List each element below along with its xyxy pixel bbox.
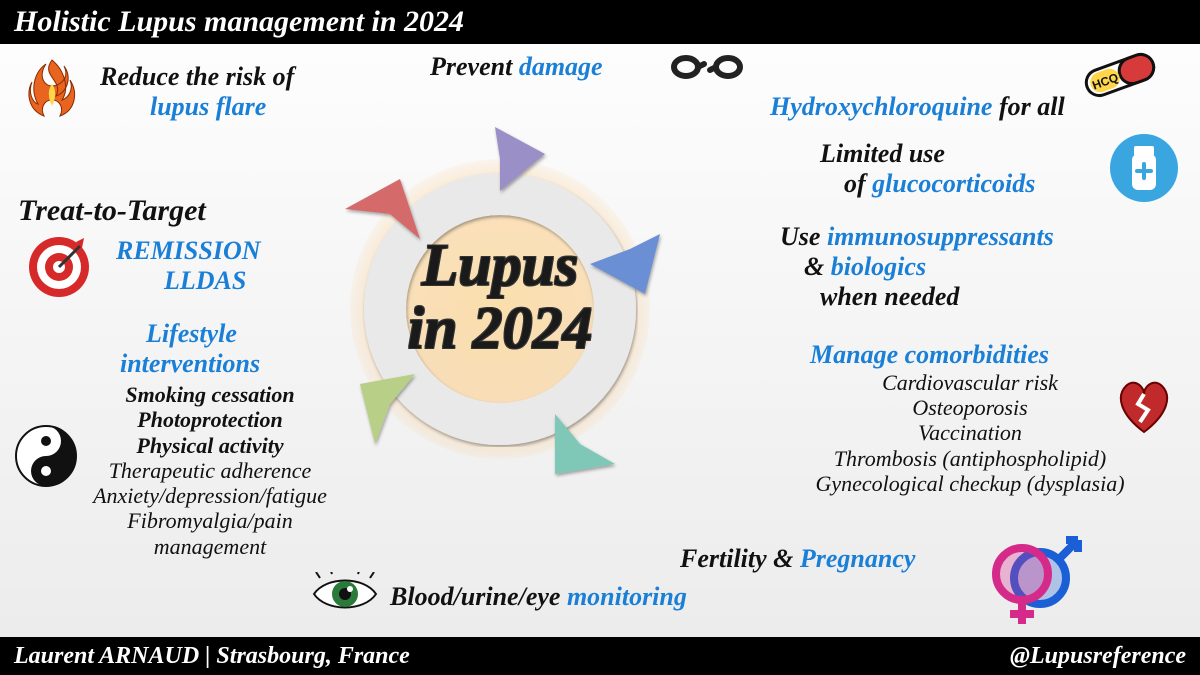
t2t-title: Treat-to-Target [18,194,206,229]
t2t-lines: REMISSION LLDAS [116,236,261,296]
life-n3: Fibromyalgia/pain management [70,508,350,559]
comorb-title: Manage comorbidities [790,340,1150,370]
target-icon [26,234,92,300]
immuno-amp: & [804,252,831,281]
immuno-em2: biologics [831,252,926,281]
comorb-l3: Vaccination [790,420,1150,445]
hcq-block: Hydroxychloroquine for all [770,92,1065,122]
life-b3: Physical activity [70,433,350,458]
comorb-l5: Gynecological checkup (dysplasia) [790,471,1150,496]
t2t-l2: LLDAS [116,266,261,296]
central-title: Lupus in 2024 [310,234,690,360]
gluco-l1: Limited use [820,139,1035,169]
footer-handle: @Lupusreference [1010,643,1186,670]
fire-icon [20,56,84,120]
yin-yang-icon [14,424,78,488]
fert-em: Pregnancy [800,544,916,573]
immuno-l3: when needed [780,282,1054,312]
mon-pre: Blood/urine/eye [390,582,567,611]
comorb-block: Manage comorbidities Cardiovascular risk… [790,340,1150,496]
central-line1: Lupus [422,232,579,298]
immuno-block: Use immunosuppressants & biologics when … [780,222,1054,312]
fert-pre: Fertility & [680,544,800,573]
header-bar: Holistic Lupus management in 2024 [0,0,1200,44]
flare-block: Reduce the risk of lupus flare [100,62,294,122]
page-title: Holistic Lupus management in 2024 [14,5,464,39]
t2t-l1: REMISSION [116,236,261,266]
central-cycle: Lupus in 2024 [310,119,690,499]
gluco-pre2: of [844,169,872,198]
comorb-l4: Thrombosis (antiphospholipid) [790,446,1150,471]
life-n2: Anxiety/depression/fatigue [70,483,350,508]
broken-heart-icon [1112,374,1176,438]
lifestyle-title: Lifestyle interventions [120,319,260,379]
central-line2: in 2024 [407,295,592,361]
life-b1: Smoking cessation [70,382,350,407]
life-b2: Photoprotection [70,407,350,432]
bottle-icon [1108,132,1180,204]
fertility-block: Fertility & Pregnancy [680,544,915,574]
comorb-l1: Cardiovascular risk [790,370,1150,395]
footer-author: Laurent ARNAUD | Strasbourg, France [14,643,410,670]
gluco-em2: glucocorticoids [872,169,1035,198]
hcq-pill-icon: HCQ [1075,50,1165,100]
immuno-pre: Use [780,222,827,251]
life-t1: Lifestyle [120,319,260,349]
eye-icon [310,572,380,616]
immuno-em1: immunosuppressants [827,222,1054,251]
flare-pre: Reduce the risk of [100,62,294,92]
footer-bar: Laurent ARNAUD | Strasbourg, France @Lup… [0,637,1200,675]
gender-icon [978,522,1088,632]
prevent-em: damage [519,52,603,81]
prevent-damage-block: Prevent damage [430,52,603,82]
monitor-block: Blood/urine/eye monitoring [390,582,687,612]
hcq-post: for all [992,92,1064,121]
lifestyle-list: Smoking cessation Photoprotection Physic… [70,382,350,559]
hcq-em: Hydroxychloroquine [770,92,992,121]
prevent-pre: Prevent [430,52,519,81]
mon-em: monitoring [567,582,687,611]
content-area: Lupus in 2024 Prevent damage Reduce the … [0,44,1200,637]
t2t-block: Treat-to-Target [18,194,206,229]
gluco-block: Limited use of glucocorticoids [820,139,1035,199]
broken-chain-icon [668,44,748,90]
life-t2: interventions [120,349,260,379]
life-n1: Therapeutic adherence [70,458,350,483]
flare-em: lupus flare [100,92,294,122]
comorb-l2: Osteoporosis [790,395,1150,420]
